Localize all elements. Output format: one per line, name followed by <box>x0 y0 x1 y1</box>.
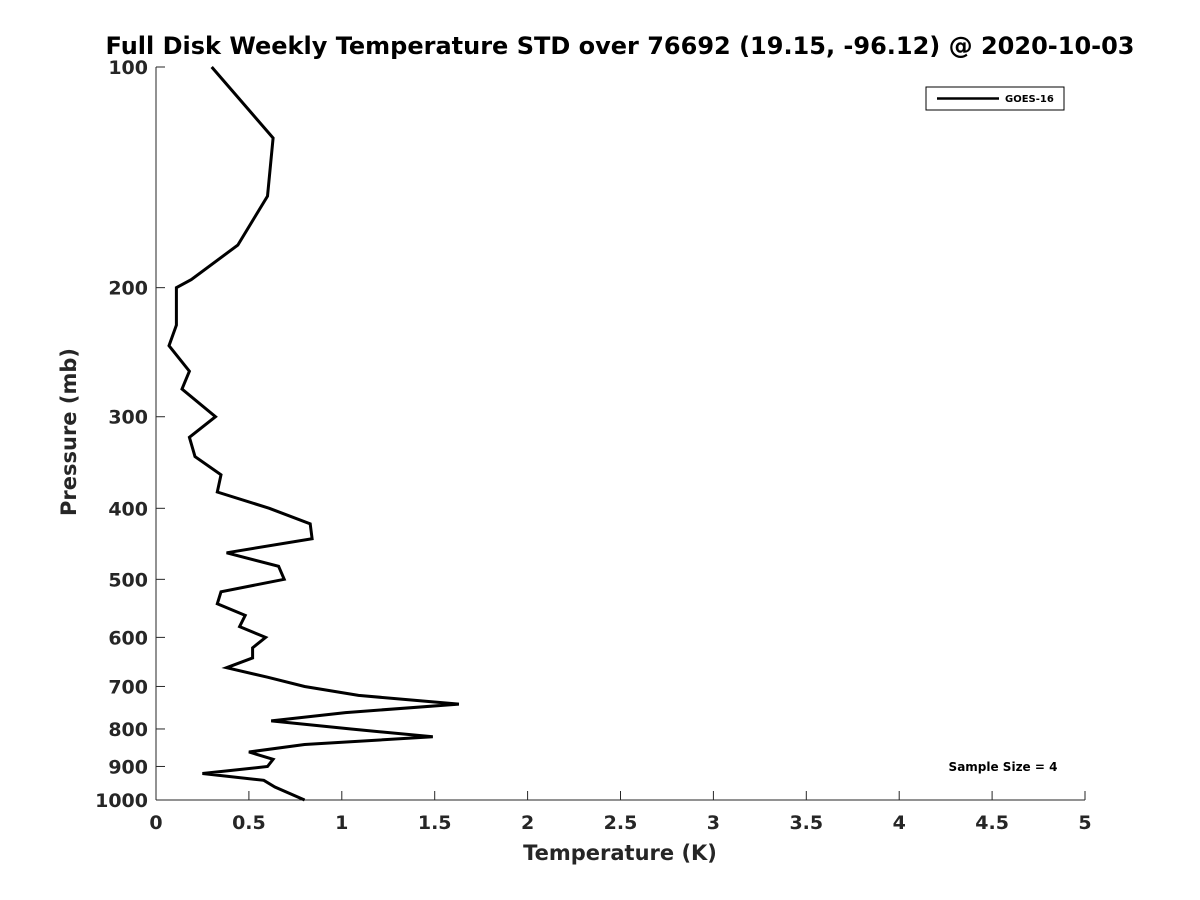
x-tick-label: 1 <box>335 812 348 834</box>
x-axis-title: Temperature (K) <box>523 841 717 865</box>
x-tick-label: 3.5 <box>789 812 823 834</box>
y-tick-label: 100 <box>108 57 148 79</box>
x-tick-label: 0.5 <box>232 812 266 834</box>
y-tick-label: 900 <box>108 756 148 778</box>
legend: GOES-16 <box>925 86 1065 111</box>
y-tick-label: 700 <box>108 676 148 698</box>
x-tick-label: 4 <box>893 812 906 834</box>
plot-area: 0 0.5 1 1.5 2 2.5 3 3.5 4 4.5 5 100 200 300 400 500 600 7… <box>95 57 1092 834</box>
x-tick-label: 5 <box>1078 812 1091 834</box>
y-tick-label: 200 <box>108 278 148 300</box>
sample-size-annotation: Sample Size = 4 <box>949 760 1058 774</box>
y-tick-label: 1000 <box>95 790 148 812</box>
x-tick-label: 4.5 <box>975 812 1009 834</box>
y-tick-label: 400 <box>108 498 148 520</box>
y-tick-label: 300 <box>108 407 148 429</box>
x-tick-label: 0 <box>149 812 162 834</box>
x-tick-label: 2.5 <box>604 812 638 834</box>
legend-label: GOES-16 <box>1005 94 1054 105</box>
y-tick-label: 600 <box>108 627 148 649</box>
series-line-goes-16 <box>167 66 460 802</box>
y-tick-label: 500 <box>108 569 148 591</box>
y-tick-label: 800 <box>108 719 148 741</box>
y-axis-title: Pressure (mb) <box>57 348 81 516</box>
x-tick-label: 3 <box>707 812 720 834</box>
chart-title: Full Disk Weekly Temperature STD over 76… <box>106 32 1135 60</box>
x-tick-label: 2 <box>521 812 534 834</box>
x-tick-label: 1.5 <box>418 812 452 834</box>
